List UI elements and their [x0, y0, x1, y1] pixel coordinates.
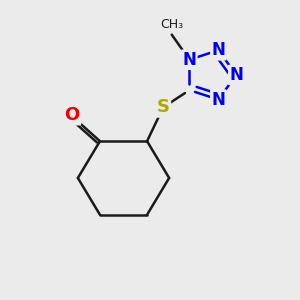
Text: N: N — [182, 51, 196, 69]
Text: O: O — [64, 106, 80, 124]
Text: N: N — [212, 91, 225, 109]
Text: S: S — [157, 98, 170, 116]
Text: CH₃: CH₃ — [160, 18, 183, 31]
Text: N: N — [212, 41, 225, 59]
Text: N: N — [229, 66, 243, 84]
